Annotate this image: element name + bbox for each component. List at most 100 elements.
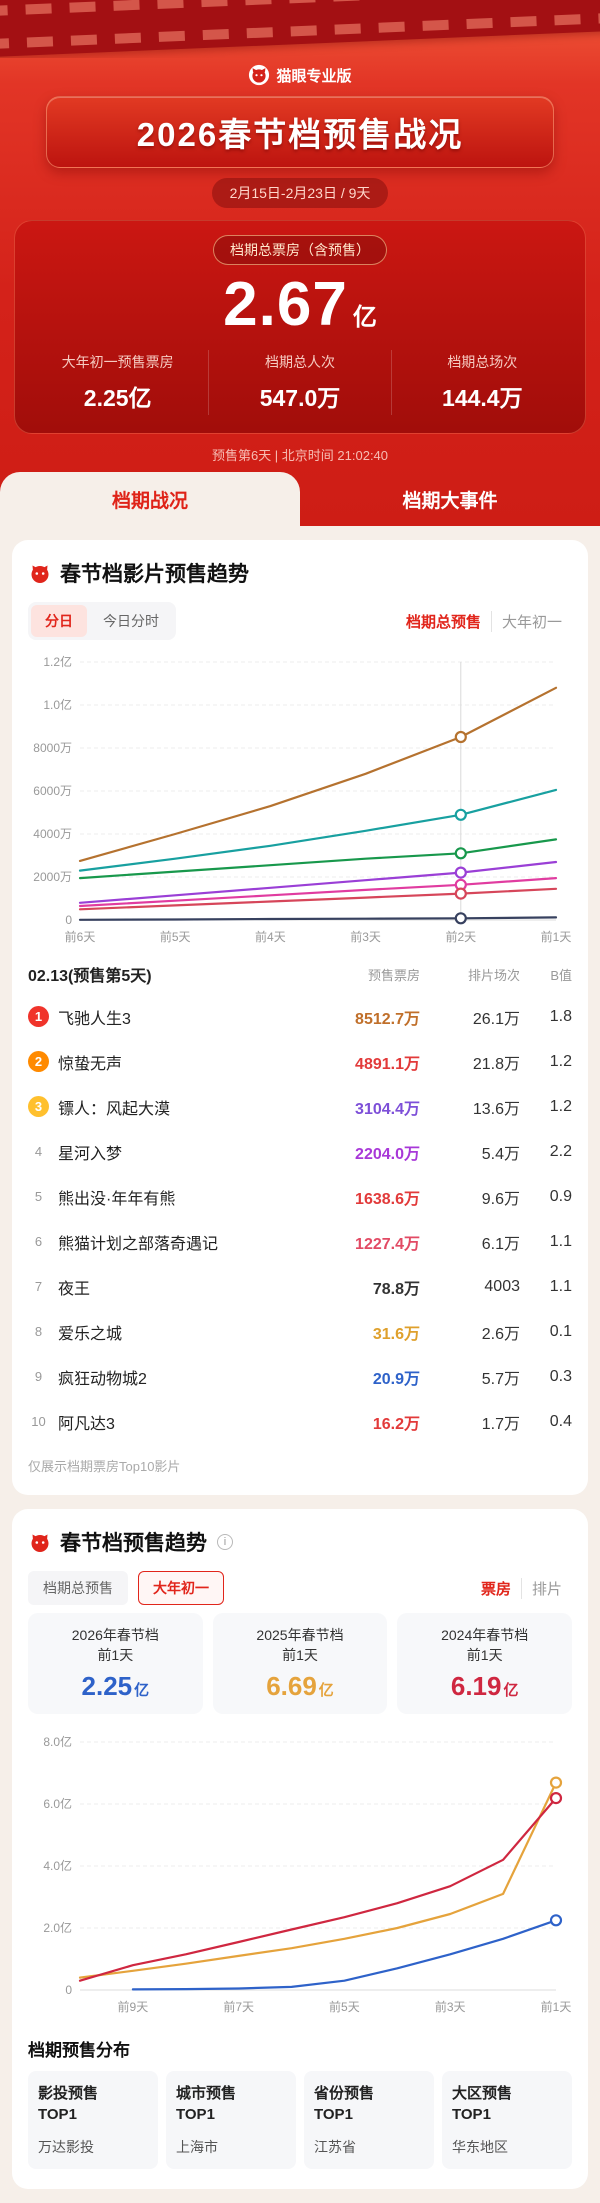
toggle-new-year-day[interactable]: 大年初一 (490, 610, 572, 632)
toggle-total-presale[interactable]: 档期总预售 (28, 1571, 128, 1605)
chart-controls: 档期总预售 大年初一 票房 排片 (28, 1571, 572, 1605)
svg-text:4000万: 4000万 (33, 827, 72, 841)
presale-value: 20.9万 (372, 1370, 420, 1388)
showings-value: 21.8万 (472, 1055, 520, 1073)
stat-label: 档期总人次 (264, 354, 335, 370)
toggle-new-year-day[interactable]: 大年初一 (138, 1571, 224, 1605)
dist-value: 上海市 (176, 2138, 218, 2155)
svg-text:前5天: 前5天 (160, 929, 191, 944)
rank-badge: 6 (34, 1234, 43, 1249)
movie-title: 熊猫计划之部落奇遇记 (58, 1235, 219, 1253)
rank-badge: 9 (34, 1369, 43, 1384)
info-icon[interactable]: i (217, 1534, 233, 1550)
table-row[interactable]: 9 疯狂动物城2 20.9万 5.7万 0.3 (28, 1354, 572, 1399)
stat-value: 144.4万 (442, 385, 523, 411)
svg-text:前7天: 前7天 (223, 1999, 254, 2014)
showings-value: 6.1万 (481, 1235, 520, 1253)
content: 春节档影片预售趋势 分日 今日分时 档期总预售 大年初一 0 2000万 4000万… (0, 540, 600, 2189)
rank-badge: 7 (34, 1279, 43, 1294)
b-value: 0.3 (549, 1367, 572, 1385)
b-value: 0.1 (549, 1322, 572, 1340)
compare-sub: 前1天 (466, 1647, 503, 1664)
dist-value: 江苏省 (314, 2138, 356, 2155)
dist-top: TOP1 (176, 2105, 215, 2123)
table-date-label: 02.13(预售第5天) (28, 968, 152, 985)
compare-title: 2024年春节档 (441, 1627, 529, 1643)
presale-table-rows: 1 飞驰人生3 8512.7万 26.1万 1.8 2 惊蛰无声 4891.1万 21.8万 1.… (28, 994, 572, 1444)
film-presale-trend-card: 春节档影片预售趋势 分日 今日分时 档期总预售 大年初一 0 2000万 4000万… (12, 540, 588, 1495)
total-value: 2.67 (223, 270, 348, 339)
column-presale: 预售票房 (367, 967, 420, 983)
tab-schedule-events[interactable]: 档期大事件 (402, 491, 498, 512)
compare-box-2026: 2026年春节档 前1天 2.25 亿 (28, 1613, 203, 1714)
table-row[interactable]: 7 夜王 78.8万 4003 1.1 (28, 1264, 572, 1309)
b-value: 1.2 (549, 1097, 572, 1115)
svg-text:前2天: 前2天 (445, 929, 476, 944)
card-head: 春节档预售趋势 i (28, 1527, 572, 1557)
stat-label: 档期总场次 (447, 354, 518, 370)
table-row[interactable]: 10 阿凡达3 16.2万 1.7万 0.4 (28, 1399, 572, 1444)
cat-icon (28, 561, 52, 585)
movie-title: 疯狂动物城2 (58, 1370, 147, 1388)
b-value: 1.2 (549, 1052, 572, 1070)
table-row[interactable]: 2 惊蛰无声 4891.1万 21.8万 1.2 (28, 1039, 572, 1084)
movie-title: 星河入梦 (58, 1145, 123, 1163)
page-title: 2026春节档预售战况 (136, 116, 464, 153)
table-row[interactable]: 5 熊出没·年年有熊 1638.6万 9.6万 0.9 (28, 1174, 572, 1219)
compare-value: 2.25 亿 (81, 1670, 150, 1701)
movie-title: 飞驰人生3 (58, 1010, 131, 1028)
brand-name: 猫眼专业版 (276, 67, 352, 85)
date-range: 2月15日-2月23日 / 9天 (211, 178, 389, 208)
movie-title: 阿凡达3 (58, 1415, 115, 1433)
stat-label: 大年初一预售票房 (61, 354, 174, 370)
table-row[interactable]: 3 镖人：风起大漠 3104.4万 13.6万 1.2 (28, 1084, 572, 1129)
compare-boxes: 2026年春节档 前1天 2.25 亿 2025年春节档 前1天 6.69 亿 20… (28, 1613, 573, 1714)
svg-text:2000万: 2000万 (33, 870, 72, 884)
presale-value: 4891.1万 (355, 1055, 420, 1073)
svg-text:前5天: 前5天 (329, 1999, 360, 2014)
svg-text:8.0亿: 8.0亿 (43, 1734, 72, 1749)
dist-box-province: 省份预售 TOP1 江苏省 (304, 2070, 434, 2169)
distribution-boxes: 影投预售 TOP1 万达影投 城市预售 TOP1 上海市 省份预售 TOP1 江… (28, 2070, 572, 2169)
toggle-box-office[interactable]: 票房 (480, 1580, 511, 1598)
dist-box-city: 城市预售 TOP1 上海市 (166, 2070, 296, 2169)
svg-text:前3天: 前3天 (350, 929, 381, 944)
svg-text:0: 0 (65, 1983, 72, 1997)
presale-value: 1227.4万 (355, 1235, 420, 1253)
compare-title: 2025年春节档 (256, 1627, 344, 1643)
presale-value: 16.2万 (372, 1415, 420, 1433)
svg-text:前3天: 前3天 (435, 1999, 466, 2014)
update-time: 预售第6天 | 北京时间 21:02:40 (211, 448, 389, 463)
dist-label: 城市预售 (176, 2084, 237, 2102)
movie-title: 镖人：风起大漠 (58, 1100, 171, 1118)
showings-value: 13.6万 (472, 1100, 520, 1118)
b-value: 1.1 (549, 1277, 572, 1295)
total-box-office: 2.67 亿 (27, 269, 573, 340)
table-row[interactable]: 8 爱乐之城 31.6万 2.6万 0.1 (28, 1309, 572, 1354)
table-row[interactable]: 6 熊猫计划之部落奇遇记 1227.4万 6.1万 1.1 (28, 1219, 572, 1264)
chart-controls: 分日 今日分时 档期总预售 大年初一 (28, 602, 572, 640)
toggle-showings[interactable]: 排片 (520, 1577, 572, 1599)
b-value: 2.2 (549, 1142, 572, 1160)
svg-text:前1天: 前1天 (541, 929, 572, 944)
title-banner: 2026春节档预售战况 (46, 96, 554, 168)
card-title: 春节档影片预售趋势 (60, 563, 249, 586)
b-value: 0.9 (549, 1187, 572, 1205)
maoyan-cat-logo-icon (248, 64, 270, 86)
presale-value: 31.6万 (372, 1325, 420, 1343)
total-box-office-label: 档期总票房（含预售） (213, 235, 387, 265)
stat-columns: 大年初一预售票房 2.25亿 档期总人次 547.0万 档期总场次 144.4万 (27, 350, 573, 415)
showings-value: 5.4万 (481, 1145, 520, 1163)
showings-value: 2.6万 (481, 1325, 520, 1343)
toggle-today-hourly[interactable]: 今日分时 (103, 613, 159, 629)
toggle-total-presale[interactable]: 档期总预售 (405, 613, 481, 631)
dist-label: 大区预售 (452, 2084, 513, 2102)
tab-schedule-status[interactable]: 档期战况 (0, 472, 300, 526)
toggle-by-day[interactable]: 分日 (31, 605, 87, 637)
compare-box-2024: 2024年春节档 前1天 6.19 亿 (397, 1613, 573, 1714)
table-row[interactable]: 1 飞驰人生3 8512.7万 26.1万 1.8 (28, 994, 572, 1039)
film-strip-holes (0, 0, 600, 58)
table-row[interactable]: 4 星河入梦 2204.0万 5.4万 2.2 (28, 1129, 572, 1174)
